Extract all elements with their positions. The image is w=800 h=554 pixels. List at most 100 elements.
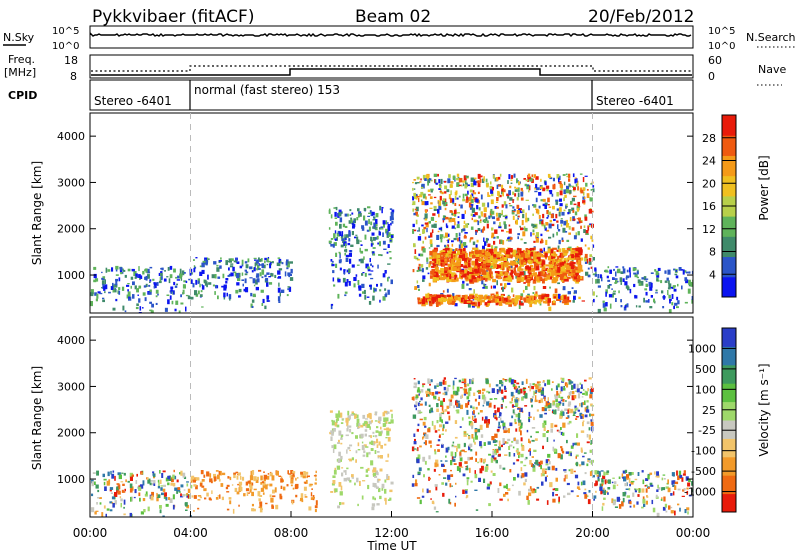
scatter-cell: [484, 416, 488, 421]
scatter-cell: [290, 484, 293, 487]
scatter-cell: [622, 278, 625, 282]
scatter-cell: [425, 223, 429, 228]
feature-cell: [572, 269, 576, 274]
scatter-cell: [130, 276, 134, 280]
scatter-cell: [452, 212, 455, 216]
feature-cell: [490, 300, 493, 303]
scatter-cell: [447, 474, 451, 480]
scatter-cell: [439, 195, 442, 201]
scatter-cell: [440, 178, 443, 184]
feature-cell: [479, 294, 483, 300]
scatter-cell: [466, 477, 470, 480]
scatter-cell: [429, 409, 432, 414]
scatter-cell: [91, 507, 95, 513]
feature-cell: [540, 265, 543, 268]
feature-cell: [499, 297, 502, 302]
scatter-cell: [633, 504, 636, 508]
scatter-cell: [517, 236, 519, 240]
scatter-cell: [469, 420, 472, 424]
scatter-cell: [338, 430, 342, 436]
scatter-cell: [180, 302, 184, 305]
scatter-cell: [380, 228, 384, 230]
scatter-cell: [532, 204, 535, 207]
scatter-cell: [531, 223, 533, 227]
scatter-cell: [467, 435, 470, 439]
scatter-cell: [491, 266, 494, 269]
x-tick-label: 20:00: [575, 526, 610, 540]
scatter-cell: [427, 182, 429, 186]
scatter-cell: [566, 206, 568, 208]
power-scatter: [90, 173, 693, 313]
scatter-cell: [612, 484, 616, 490]
scatter-cell: [599, 274, 602, 278]
scatter-cell: [588, 460, 592, 463]
scatter-cell: [478, 395, 481, 399]
scatter-cell: [199, 482, 203, 487]
scatter-cell: [655, 289, 658, 292]
scatter-cell: [104, 291, 106, 294]
scatter-cell: [588, 490, 591, 493]
scatter-cell: [613, 290, 616, 292]
scatter-cell: [375, 223, 378, 227]
scatter-cell: [544, 476, 547, 482]
scatter-cell: [515, 388, 519, 393]
scatter-cell: [582, 196, 586, 200]
scatter-cell: [513, 437, 516, 441]
scatter-cell: [514, 189, 518, 192]
scatter-cell: [213, 476, 217, 481]
scatter-cell: [562, 402, 565, 406]
scatter-cell: [290, 481, 294, 484]
scatter-cell: [496, 429, 500, 432]
scatter-cell: [112, 287, 115, 293]
scatter-cell: [290, 470, 294, 474]
scatter-cell: [584, 256, 588, 262]
scatter-cell: [451, 225, 455, 229]
feature-cell: [485, 275, 488, 280]
y-tick-label: 1000: [57, 269, 85, 282]
scatter-cell: [555, 199, 559, 202]
scatter-cell: [364, 429, 368, 432]
scatter-cell: [372, 226, 376, 229]
scatter-cell: [474, 418, 477, 423]
scatter-cell: [586, 193, 590, 198]
feature-cell: [519, 251, 524, 255]
scatter-cell: [249, 277, 253, 279]
scatter-cell: [336, 465, 341, 470]
scatter-cell: [508, 228, 512, 234]
scatter-cell: [535, 232, 539, 237]
scatter-cell: [503, 201, 507, 206]
scatter-cell: [364, 294, 367, 300]
feature-cell: [472, 279, 478, 283]
scatter-cell: [567, 492, 571, 496]
scatter-cell: [672, 285, 675, 289]
scatter-cell: [488, 391, 491, 394]
scatter-cell: [385, 500, 387, 505]
scatter-cell: [362, 414, 366, 419]
scatter-cell: [427, 272, 430, 275]
scatter-cell: [597, 274, 600, 279]
scatter-cell: [431, 420, 434, 426]
scatter-cell: [236, 282, 240, 286]
scatter-cell: [251, 503, 254, 507]
scatter-cell: [495, 201, 499, 203]
feature-cell: [491, 262, 495, 265]
scatter-cell: [576, 388, 580, 393]
feature-cell: [423, 302, 428, 305]
scatter-cell: [155, 302, 158, 305]
scatter-cell: [517, 216, 519, 218]
feature-cell: [474, 297, 478, 301]
scatter-cell: [448, 217, 452, 223]
scatter-cell: [186, 483, 189, 487]
scatter-cell: [436, 464, 439, 467]
scatter-cell: [457, 237, 459, 242]
feature-cell: [477, 268, 481, 273]
scatter-cell: [252, 293, 256, 298]
scatter-cell: [501, 404, 503, 408]
scatter-cell: [164, 270, 166, 272]
feature-cell: [541, 293, 546, 297]
scatter-cell: [618, 290, 620, 294]
feature-cell: [511, 252, 517, 255]
scatter-cell: [645, 291, 648, 296]
scatter-cell: [511, 397, 513, 401]
scatter-cell: [477, 428, 481, 433]
